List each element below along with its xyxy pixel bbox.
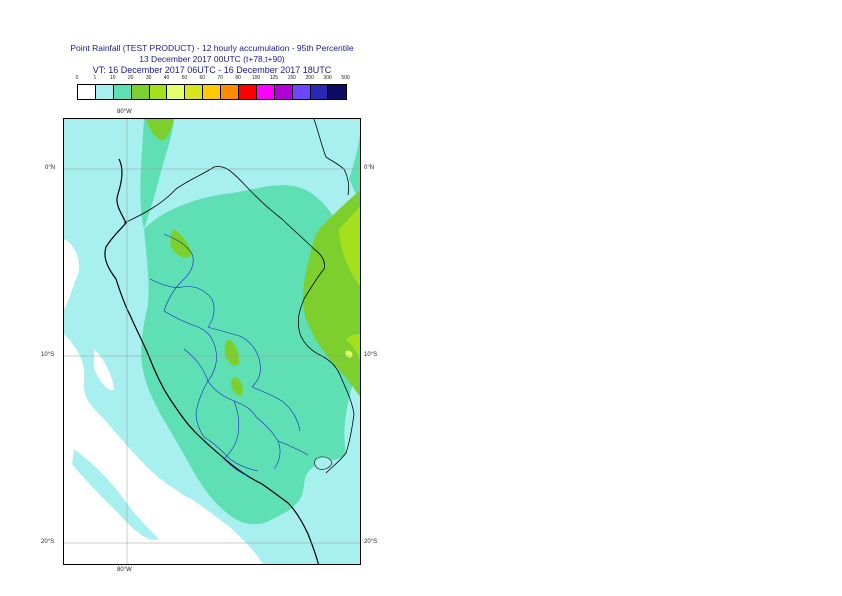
legend-color-box bbox=[95, 85, 114, 99]
dry-ocean-patch bbox=[64, 239, 80, 309]
legend-color-box bbox=[328, 85, 347, 99]
legend-label: 10 bbox=[110, 75, 116, 81]
legend-label: 300 bbox=[323, 75, 332, 81]
legend-labels: 0 1 10 20 30 40 50 60 70 80 100 125 150 200 300 500 bbox=[0, 75, 842, 84]
legend-color-box bbox=[78, 85, 96, 99]
land-rain-20-30 bbox=[224, 339, 240, 366]
legend-label: 60 bbox=[199, 75, 206, 81]
legend-label: 30 bbox=[145, 75, 152, 81]
land-rain-20-30 bbox=[231, 377, 243, 396]
lat-label-right-0: 0°N bbox=[364, 165, 375, 171]
legend-label: 1 bbox=[93, 75, 97, 81]
map-title-line1: Point Rainfall (TEST PRODUCT) - 12 hourl… bbox=[70, 43, 354, 53]
legend-label: 125 bbox=[269, 75, 279, 81]
color-legend bbox=[77, 84, 348, 100]
coastline bbox=[104, 158, 320, 564]
land-rain-20-30 bbox=[146, 119, 174, 141]
legend-label: 100 bbox=[251, 75, 261, 81]
legend-color-box bbox=[221, 85, 240, 99]
lat-label-left-10: 10°S bbox=[41, 352, 55, 358]
legend-label: 200 bbox=[305, 75, 314, 81]
legend-color-box bbox=[149, 85, 168, 99]
legend-color-box bbox=[167, 85, 186, 99]
legend-label: 150 bbox=[287, 75, 296, 81]
legend-label: 500 bbox=[341, 75, 350, 81]
land-rain-20-30 bbox=[314, 301, 360, 398]
land-rain-30-40 bbox=[346, 334, 360, 362]
land-rain-10-20 bbox=[140, 119, 174, 229]
legend-label: 20 bbox=[127, 75, 134, 81]
map-title-line2: 13 December 2017 00UTC (t+78,t+90) bbox=[139, 54, 285, 64]
rainfall-map bbox=[63, 118, 361, 565]
lat-label-left-20: 20°S bbox=[41, 539, 55, 545]
legend-label: 0 bbox=[75, 75, 79, 81]
legend-label: 80 bbox=[235, 75, 241, 81]
regional-boundaries bbox=[149, 233, 309, 478]
national-border bbox=[325, 413, 355, 474]
map-title-line3: VT: 16 December 2017 06UTC - 16 December… bbox=[92, 65, 332, 75]
dry-ocean-patch bbox=[94, 349, 114, 391]
legend-color-box bbox=[203, 85, 222, 99]
land-rain-10-20 bbox=[141, 185, 360, 525]
land-rain-30-40 bbox=[339, 206, 360, 287]
lat-label-right-20: 20°S bbox=[364, 539, 378, 545]
legend-color-box bbox=[131, 85, 150, 99]
legend-label: 70 bbox=[217, 75, 223, 81]
legend-color-box bbox=[256, 85, 275, 99]
legend-color-box bbox=[274, 85, 293, 99]
legend-color-box bbox=[310, 85, 329, 99]
lon-label-bottom: 80°W bbox=[117, 567, 132, 573]
rainfall-map-svg bbox=[64, 119, 360, 564]
ocean-rain-band bbox=[72, 449, 159, 540]
land-rain-10-20 bbox=[349, 134, 360, 205]
national-border bbox=[313, 119, 350, 196]
lake-titicaca bbox=[314, 456, 333, 470]
legend-label: 40 bbox=[163, 75, 170, 81]
legend-color-box bbox=[239, 85, 257, 99]
lat-label-left-0: 0°N bbox=[45, 165, 56, 171]
legend-color-box bbox=[113, 85, 132, 99]
lat-label-right-10: 10°S bbox=[364, 352, 378, 358]
land-rain-20-30 bbox=[170, 229, 192, 258]
legend-color-box bbox=[185, 85, 204, 99]
lon-label-top: 80°W bbox=[117, 109, 132, 115]
legend-label: 50 bbox=[181, 75, 188, 81]
legend-color-box bbox=[292, 85, 311, 99]
ocean-rain-band bbox=[124, 419, 209, 502]
